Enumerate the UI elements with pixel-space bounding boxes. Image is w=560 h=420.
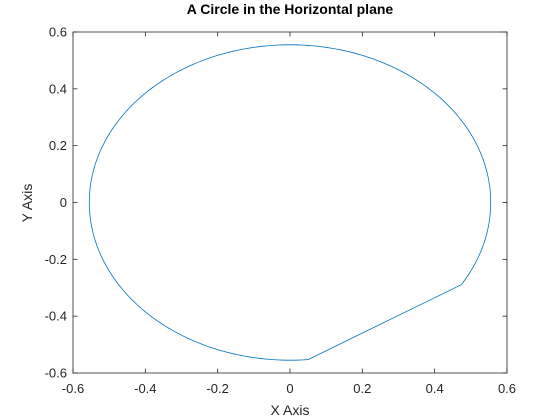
series-group	[88, 44, 492, 361]
y-tick-label: -0.2	[45, 252, 67, 267]
x-axis-ticks: -0.6 -0.4 -0.2 0 0.2 0.4 0.6	[62, 32, 516, 396]
y-tick-label: -0.4	[45, 309, 67, 324]
x-tick-label: 0.6	[498, 381, 516, 396]
x-tick-label: -0.6	[62, 381, 84, 396]
plot-area	[72, 31, 508, 374]
y-axis-ticks: -0.6 -0.4 -0.2 0 0.2 0.4 0.6	[45, 25, 507, 381]
x-tick-label: 0.4	[426, 381, 444, 396]
x-tick-label: -0.4	[134, 381, 156, 396]
y-tick-label: -0.6	[45, 366, 67, 381]
x-tick-label: -0.2	[206, 381, 228, 396]
y-tick-label: 0.6	[49, 25, 67, 40]
y-tick-label: 0.4	[49, 81, 67, 96]
y-tick-label: 0.2	[49, 138, 67, 153]
x-tick-label: 0	[286, 381, 293, 396]
y-tick-label: 0	[60, 195, 67, 210]
y-axis-label: Y Axis	[19, 184, 35, 223]
series-line	[88, 44, 492, 361]
chart-title: A Circle in the Horizontal plane	[187, 1, 394, 17]
x-tick-label: 0.2	[353, 381, 371, 396]
x-axis-label: X Axis	[271, 402, 310, 418]
